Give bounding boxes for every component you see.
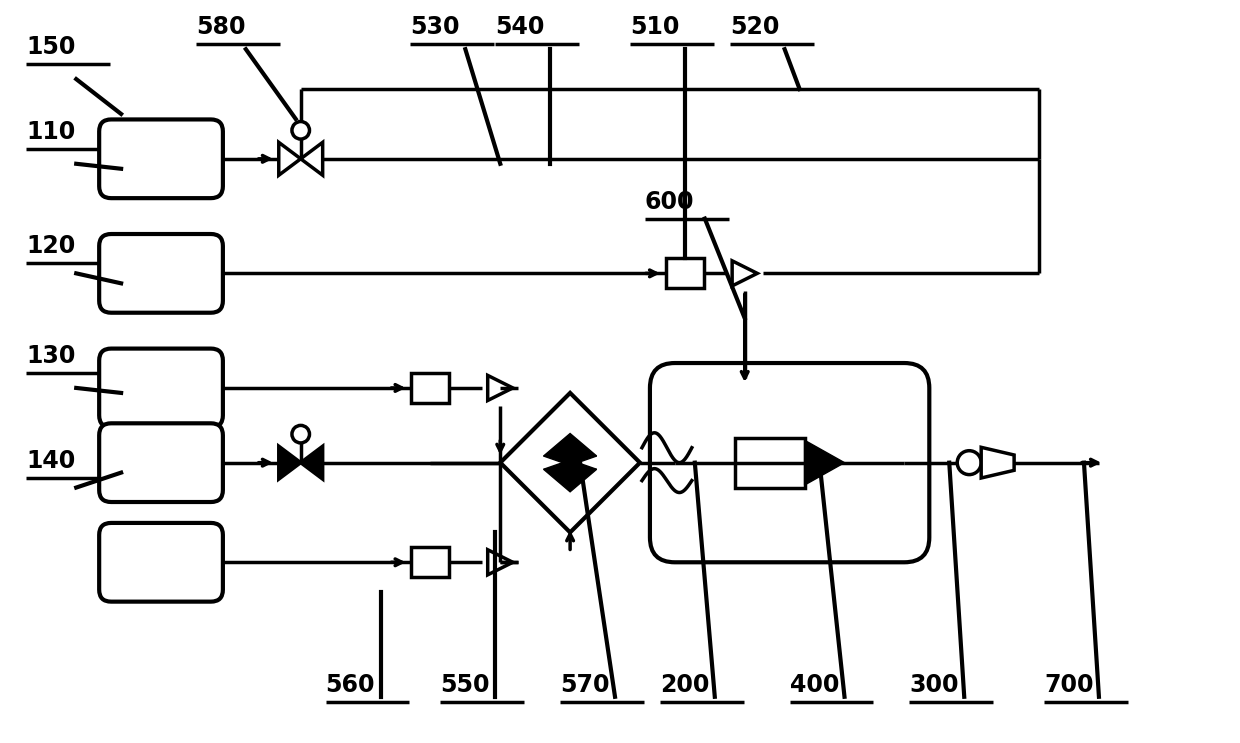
Text: 580: 580 [196, 16, 246, 39]
FancyBboxPatch shape [99, 424, 223, 502]
Polygon shape [543, 470, 596, 492]
Text: 130: 130 [26, 344, 76, 368]
Text: 540: 540 [495, 16, 544, 39]
FancyBboxPatch shape [99, 234, 223, 313]
Text: 600: 600 [645, 189, 694, 213]
Text: 700: 700 [1044, 672, 1094, 697]
Bar [666, 259, 704, 288]
Text: 110: 110 [26, 120, 76, 144]
Polygon shape [279, 447, 301, 479]
Text: 570: 570 [560, 672, 610, 697]
Text: 520: 520 [730, 16, 779, 39]
Text: 550: 550 [440, 672, 490, 697]
Text: 560: 560 [326, 672, 376, 697]
Text: 300: 300 [909, 672, 959, 697]
Text: 530: 530 [410, 16, 460, 39]
Text: 400: 400 [790, 672, 839, 697]
FancyBboxPatch shape [99, 523, 223, 602]
FancyBboxPatch shape [99, 120, 223, 198]
Text: 510: 510 [630, 16, 680, 39]
Bar [735, 438, 805, 487]
Polygon shape [543, 460, 596, 470]
Polygon shape [981, 447, 1014, 478]
FancyBboxPatch shape [650, 363, 929, 562]
Polygon shape [805, 441, 844, 485]
Text: 120: 120 [26, 235, 76, 259]
Bar [412, 548, 449, 577]
Text: 200: 200 [660, 672, 709, 697]
Polygon shape [301, 447, 322, 479]
Text: 140: 140 [26, 449, 76, 473]
Polygon shape [543, 433, 596, 456]
Bar [412, 373, 449, 403]
FancyBboxPatch shape [99, 348, 223, 427]
Polygon shape [543, 456, 596, 465]
Text: 150: 150 [26, 35, 76, 59]
